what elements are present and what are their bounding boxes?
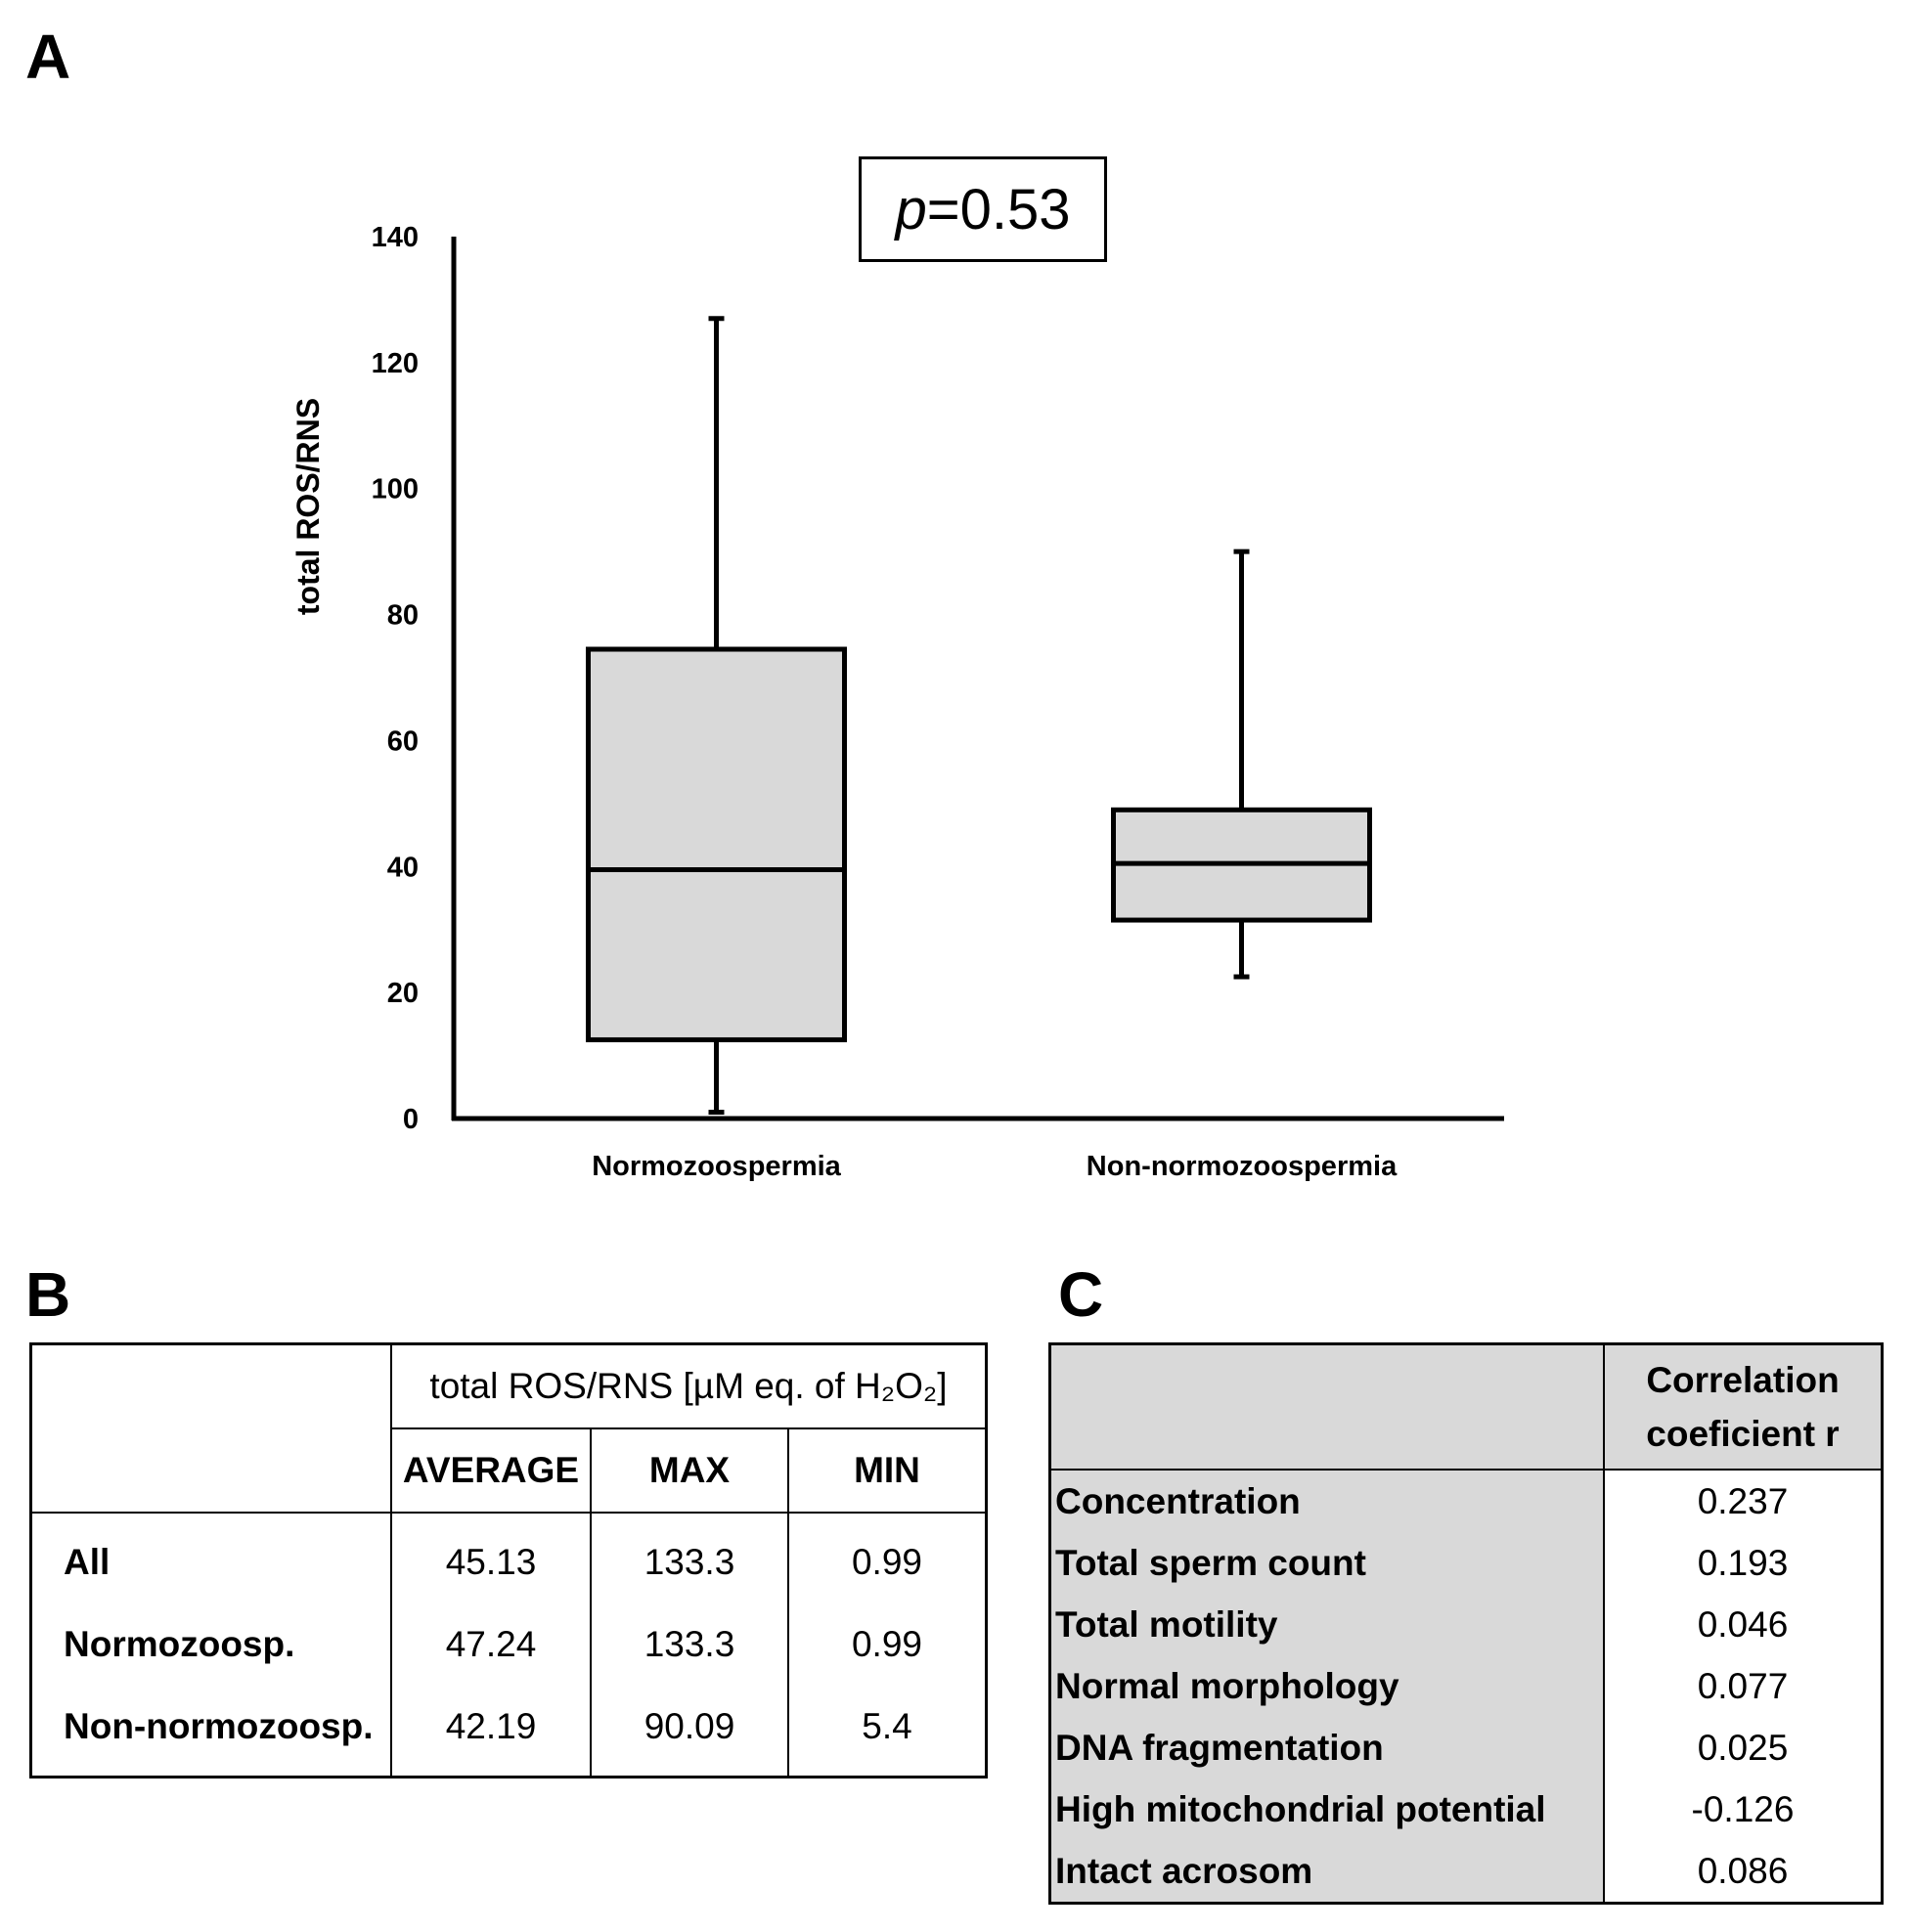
table-c-cell: 0.086 — [1603, 1840, 1883, 1904]
table-c-row-label: High mitochondrial potential — [1049, 1778, 1604, 1840]
y-tick-label: 100 — [372, 474, 419, 505]
y-tick-label: 140 — [372, 222, 419, 253]
iqr-box — [586, 646, 847, 1042]
table-b-col-header: MIN — [787, 1428, 988, 1514]
table-b-cell: 0.99 — [787, 1603, 988, 1686]
x-category-label: Non-normozoospermia — [1087, 1151, 1398, 1182]
table-b-corner — [29, 1342, 391, 1514]
table-c-row-label: Normal morphology — [1049, 1655, 1604, 1717]
table-row: Normal morphology 0.077 — [1049, 1655, 1883, 1717]
table-b-cell: 90.09 — [590, 1686, 788, 1778]
table-b-cell: 47.24 — [390, 1603, 591, 1686]
boxplot-chart: 0 20 40 60 80 100 120 140 total ROS/RNS Normozoos… — [290, 222, 1504, 1182]
table-b-row-label: Non-normozoosp. — [29, 1686, 391, 1778]
y-tick-label: 80 — [387, 600, 419, 632]
x-category-label: Normozoospermia — [592, 1151, 841, 1182]
table-row: DNA fragmentation 0.025 — [1049, 1717, 1883, 1778]
p-value-symbol: p — [895, 177, 927, 242]
panel-label-a: A — [25, 22, 71, 92]
table-row: Intact acrosom 0.086 — [1049, 1840, 1883, 1904]
y-tick-label: 0 — [403, 1104, 419, 1135]
y-axis-title: total ROS/RNS — [290, 398, 326, 615]
table-b-col-header: AVERAGE — [390, 1428, 591, 1514]
table-b-cell: 0.99 — [787, 1513, 988, 1603]
table-b-cell: 133.3 — [590, 1603, 788, 1686]
table-c-row-label: Total sperm count — [1049, 1532, 1604, 1594]
table-c-cell: 0.193 — [1603, 1532, 1883, 1594]
correlation-table: Correlation coeficient r Concentration 0… — [1048, 1342, 1884, 1905]
panel-label-b: B — [25, 1259, 71, 1330]
table-b-cell: 133.3 — [590, 1513, 788, 1603]
table-c-row-label: Concentration — [1049, 1470, 1604, 1532]
table-c-cell: 0.077 — [1603, 1655, 1883, 1717]
panel-label-c: C — [1058, 1259, 1104, 1330]
p-value-text: =0.53 — [926, 177, 1071, 242]
table-row: Normozoosp. 47.24 133.3 0.99 — [29, 1603, 988, 1686]
table-c-cell: 0.025 — [1603, 1717, 1883, 1778]
table-c-cell: -0.126 — [1603, 1778, 1883, 1840]
table-b-row-label: All — [29, 1513, 391, 1603]
table-c-cell: 0.237 — [1603, 1470, 1883, 1532]
y-tick-label: 120 — [372, 348, 419, 379]
table-c-cell: 0.046 — [1603, 1594, 1883, 1655]
table-c-row-label: Total motility — [1049, 1594, 1604, 1655]
y-tick-label: 60 — [387, 725, 419, 757]
table-b-super-header: total ROS/RNS [µM eq. of H₂O₂] — [390, 1342, 988, 1429]
table-row: Total sperm count 0.193 — [1049, 1532, 1883, 1594]
y-tick-label: 40 — [387, 852, 419, 883]
table-row: Concentration 0.237 — [1049, 1470, 1883, 1532]
table-c-header: Correlation coeficient r — [1603, 1343, 1883, 1471]
table-c-row-label: Intact acrosom — [1049, 1840, 1604, 1904]
table-b-row-label: Normozoosp. — [29, 1603, 391, 1686]
table-b-cell: 45.13 — [390, 1513, 591, 1603]
table-c-corner — [1049, 1343, 1604, 1471]
table-row: Total motility 0.046 — [1049, 1594, 1883, 1655]
table-c-row-label: DNA fragmentation — [1049, 1717, 1604, 1778]
table-b-cell: 42.19 — [390, 1686, 591, 1778]
summary-table: total ROS/RNS [µM eq. of H₂O₂] AVERAGE M… — [29, 1342, 988, 1778]
table-b-cell: 5.4 — [787, 1686, 988, 1778]
table-row: High mitochondrial potential -0.126 — [1049, 1778, 1883, 1840]
table-c-header-line2: coeficient r — [1646, 1414, 1840, 1454]
p-value-box: p =0.53 — [859, 156, 1107, 262]
y-tick-label: 20 — [387, 978, 419, 1009]
table-c-header-line1: Correlation — [1646, 1359, 1840, 1400]
table-row: All 45.13 133.3 0.99 — [29, 1513, 988, 1603]
table-row: Non-normozoosp. 42.19 90.09 5.4 — [29, 1686, 988, 1778]
table-b-col-header: MAX — [590, 1428, 788, 1514]
